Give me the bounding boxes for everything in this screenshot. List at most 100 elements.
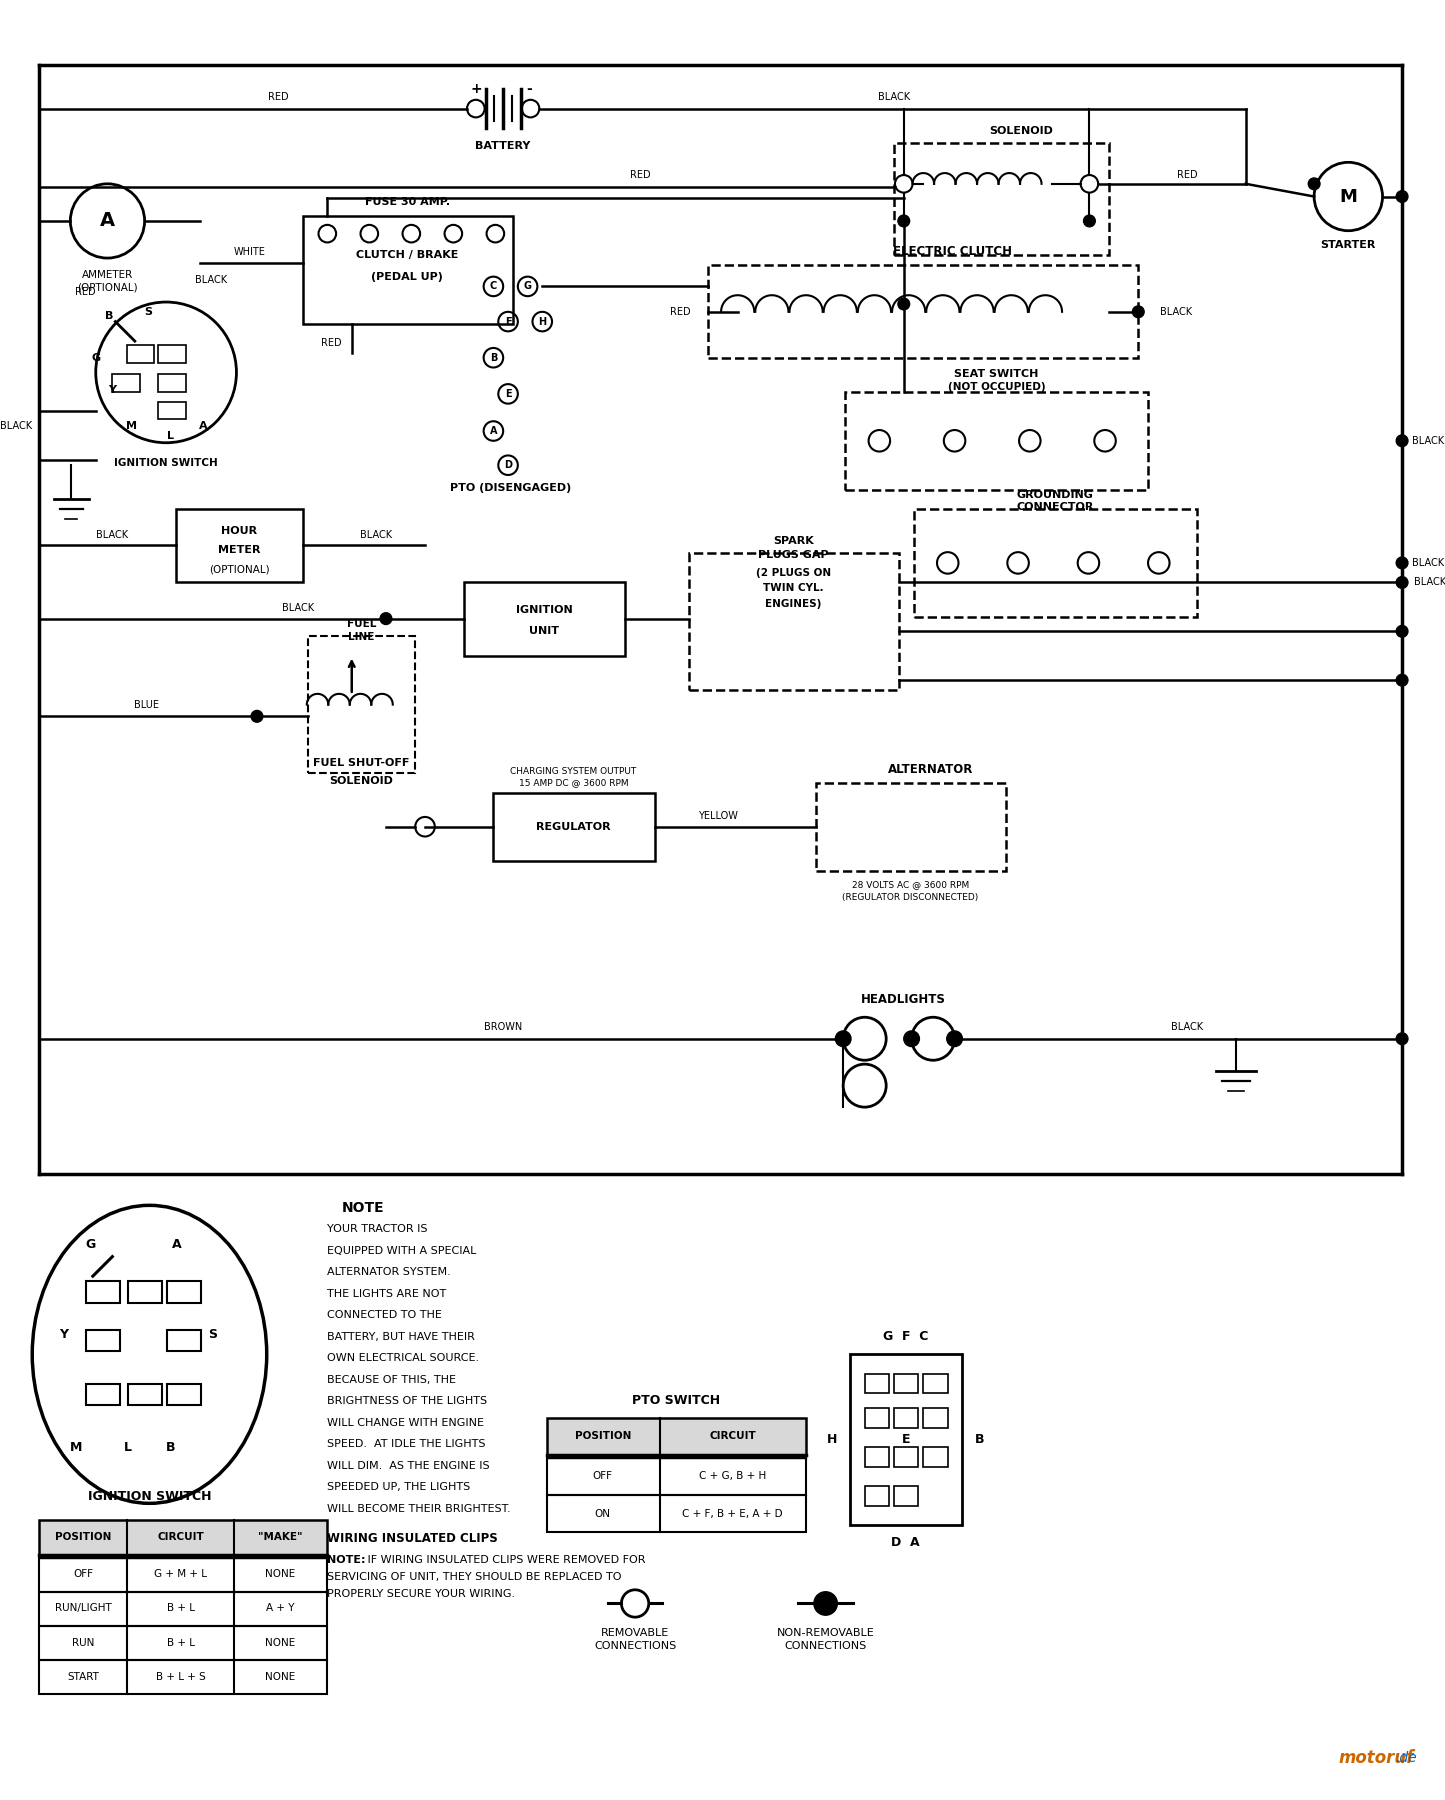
Text: .de: .de xyxy=(1396,1751,1418,1764)
Text: A: A xyxy=(490,427,497,436)
Text: F: F xyxy=(504,317,512,326)
Text: HEADLIGHTS: HEADLIGHTS xyxy=(861,994,946,1006)
Text: PLUGS GAP: PLUGS GAP xyxy=(759,551,828,560)
Text: IGNITION SWITCH: IGNITION SWITCH xyxy=(114,459,218,468)
Text: FUEL SHUT-OFF: FUEL SHUT-OFF xyxy=(314,758,410,769)
Bar xyxy=(113,374,140,392)
Text: IGNITION: IGNITION xyxy=(516,605,572,616)
Text: OWN ELECTRICAL SOURCE.: OWN ELECTRICAL SOURCE. xyxy=(328,1354,480,1363)
Text: NONE: NONE xyxy=(266,1672,296,1681)
Text: ELECTRIC CLUTCH: ELECTRIC CLUTCH xyxy=(893,245,1011,257)
Text: BLACK: BLACK xyxy=(1170,1022,1204,1031)
Text: BATTERY, BUT HAVE THEIR: BATTERY, BUT HAVE THEIR xyxy=(328,1332,475,1341)
Text: LINE: LINE xyxy=(348,632,374,643)
Text: FUSE 30 AMP.: FUSE 30 AMP. xyxy=(366,198,449,207)
Text: B: B xyxy=(975,1433,984,1445)
Text: H: H xyxy=(827,1433,838,1445)
Text: CONNECTED TO THE: CONNECTED TO THE xyxy=(328,1310,442,1319)
Text: BLACK: BLACK xyxy=(879,92,910,103)
Text: B: B xyxy=(105,311,114,320)
Bar xyxy=(129,1384,162,1406)
Text: ALTERNATOR: ALTERNATOR xyxy=(887,763,972,776)
Text: WHITE: WHITE xyxy=(233,247,264,257)
Bar xyxy=(39,1660,328,1694)
Text: METER: METER xyxy=(218,545,260,554)
Text: (2 PLUGS ON: (2 PLUGS ON xyxy=(756,567,831,578)
Bar xyxy=(864,1408,889,1427)
Text: HOUR: HOUR xyxy=(221,526,257,536)
Text: M: M xyxy=(69,1440,82,1454)
Text: YELLOW: YELLOW xyxy=(698,812,738,821)
Bar xyxy=(493,792,655,860)
Text: SOLENOID: SOLENOID xyxy=(329,776,393,787)
Text: BROWN: BROWN xyxy=(484,1022,522,1031)
Bar xyxy=(159,401,185,419)
Text: IGNITION SWITCH: IGNITION SWITCH xyxy=(88,1490,211,1503)
Bar xyxy=(168,1384,201,1406)
Text: "MAKE": "MAKE" xyxy=(259,1532,302,1543)
Bar xyxy=(39,1521,328,1555)
Text: EQUIPPED WITH A SPECIAL: EQUIPPED WITH A SPECIAL xyxy=(328,1246,477,1256)
Circle shape xyxy=(897,299,910,310)
Bar xyxy=(176,509,303,583)
Text: STARTER: STARTER xyxy=(1321,241,1376,250)
Circle shape xyxy=(1396,675,1407,686)
Bar xyxy=(87,1282,120,1303)
Text: RED: RED xyxy=(670,306,691,317)
Text: RUN: RUN xyxy=(72,1638,94,1647)
Text: PTO SWITCH: PTO SWITCH xyxy=(631,1393,720,1408)
Text: G: G xyxy=(523,281,532,292)
Text: D  A: D A xyxy=(892,1537,920,1550)
Text: NOTE:: NOTE: xyxy=(328,1555,366,1564)
Text: SERVICING OF UNIT, THEY SHOULD BE REPLACED TO: SERVICING OF UNIT, THEY SHOULD BE REPLAC… xyxy=(328,1571,621,1582)
Text: G  F  C: G F C xyxy=(883,1330,929,1343)
Text: NONE: NONE xyxy=(266,1638,296,1647)
Text: TWIN CYL.: TWIN CYL. xyxy=(763,583,824,594)
Bar xyxy=(39,1591,328,1625)
Circle shape xyxy=(903,1031,919,1046)
Text: G: G xyxy=(91,353,100,364)
Circle shape xyxy=(835,1031,851,1046)
Text: B: B xyxy=(490,353,497,364)
Text: B + L: B + L xyxy=(166,1604,195,1613)
Text: WILL BECOME THEIR BRIGHTEST.: WILL BECOME THEIR BRIGHTEST. xyxy=(328,1503,512,1514)
Circle shape xyxy=(1396,436,1407,446)
Text: YOUR TRACTOR IS: YOUR TRACTOR IS xyxy=(328,1224,428,1235)
Bar xyxy=(913,509,1196,617)
Text: RED: RED xyxy=(75,288,95,297)
Text: SEAT SWITCH: SEAT SWITCH xyxy=(954,369,1039,380)
Bar xyxy=(923,1447,948,1467)
Text: E: E xyxy=(902,1433,910,1445)
Bar xyxy=(39,1557,328,1591)
Bar xyxy=(168,1330,201,1352)
Text: IF WIRING INSULATED CLIPS WERE REMOVED FOR: IF WIRING INSULATED CLIPS WERE REMOVED F… xyxy=(364,1555,646,1564)
Text: BLACK: BLACK xyxy=(97,529,129,540)
Circle shape xyxy=(1084,214,1095,227)
Text: CONNECTOR: CONNECTOR xyxy=(1016,502,1094,513)
Bar xyxy=(548,1418,806,1454)
Bar xyxy=(689,553,899,689)
Text: L: L xyxy=(124,1440,131,1454)
Bar xyxy=(39,1625,328,1660)
Text: L: L xyxy=(168,430,175,441)
Text: C: C xyxy=(490,281,497,292)
Text: CHARGING SYSTEM OUTPUT: CHARGING SYSTEM OUTPUT xyxy=(510,767,637,776)
Text: Y: Y xyxy=(108,385,117,394)
Text: BLACK: BLACK xyxy=(1413,578,1445,587)
Text: -: - xyxy=(526,83,532,95)
Text: CONNECTIONS: CONNECTIONS xyxy=(594,1642,676,1651)
Bar xyxy=(894,142,1108,256)
Bar xyxy=(816,783,1006,871)
Text: CONNECTIONS: CONNECTIONS xyxy=(785,1642,867,1651)
Bar xyxy=(923,1408,948,1427)
Text: H: H xyxy=(538,317,546,326)
Bar xyxy=(894,1487,919,1507)
Text: B + L + S: B + L + S xyxy=(156,1672,205,1681)
Text: RED: RED xyxy=(630,169,650,180)
Text: M: M xyxy=(1340,187,1357,205)
Text: SOLENOID: SOLENOID xyxy=(988,126,1053,137)
Text: CIRCUIT: CIRCUIT xyxy=(158,1532,204,1543)
Text: A + Y: A + Y xyxy=(266,1604,295,1613)
Bar xyxy=(864,1487,889,1507)
Bar xyxy=(894,1373,919,1393)
